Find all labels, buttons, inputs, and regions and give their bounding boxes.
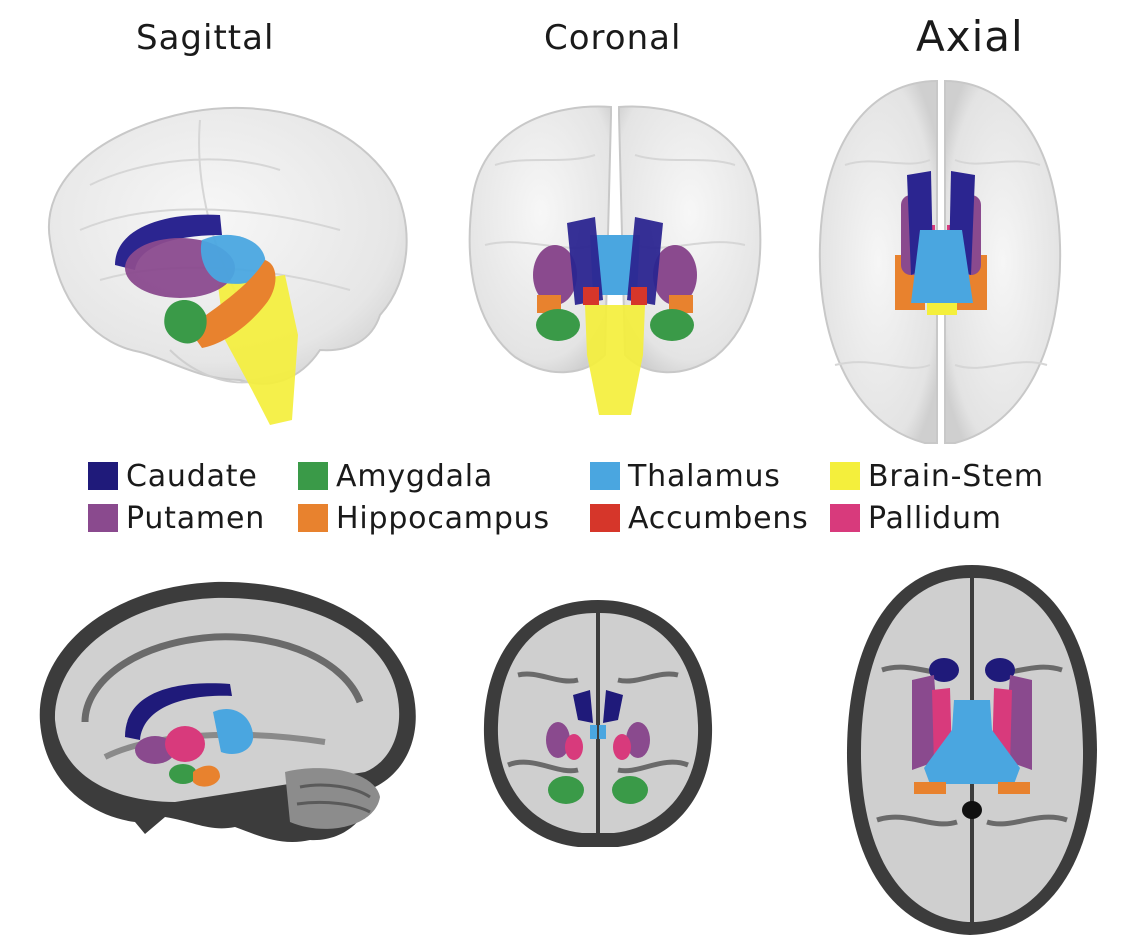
axial-title: Axial (916, 12, 1024, 61)
coronal-3d-brain (468, 105, 762, 415)
legend-label-hippocampus: Hippocampus (336, 500, 550, 536)
caudate-left-shape (573, 690, 593, 723)
sagittal-3d-brain (47, 106, 408, 425)
legend-label-caudate: Caudate (126, 458, 258, 494)
legend-label-putamen: Putamen (126, 500, 266, 536)
pallidum-right-shape (613, 734, 631, 760)
right-hemisphere (618, 105, 762, 374)
legend-item-accumbens: Accumbens (590, 498, 809, 538)
left-hemisphere (818, 79, 938, 444)
cerebellum (285, 768, 380, 829)
thalamus-shape (924, 700, 1020, 784)
sagittal-mri-slice (39, 581, 416, 843)
putamen-left-shape (546, 722, 570, 758)
amygdala-left-shape (548, 776, 584, 804)
caudate-left-shape (567, 217, 603, 305)
thalamus-shape (200, 234, 266, 284)
legend-swatch-brainstem (830, 462, 860, 490)
legend-swatch-putamen (88, 504, 118, 532)
legend-label-pallidum: Pallidum (868, 500, 1002, 536)
hippocampus-shape (188, 260, 276, 348)
caudate-right-shape (603, 690, 623, 723)
thalamus-left-shape (590, 725, 597, 739)
hippocampus-shape (193, 765, 220, 787)
legend-item-thalamus: Thalamus (590, 456, 781, 496)
amygdala-right-shape (612, 776, 648, 804)
legend-label-amygdala: Amygdala (336, 458, 494, 494)
legend-label-accumbens: Accumbens (628, 500, 809, 536)
coronal-mri-slice (483, 600, 713, 847)
putamen-left-shape (533, 245, 577, 305)
caudate-right-shape (985, 658, 1015, 682)
amygdala-shape (169, 764, 197, 784)
putamen-shape (135, 736, 175, 764)
hippocampus-right-shape (998, 782, 1030, 794)
thalamus-shape (213, 708, 254, 754)
legend-swatch-pallidum (830, 504, 860, 532)
caudate-shape (115, 214, 222, 270)
coronal-title: Coronal (544, 18, 682, 58)
pallidum-shape (165, 726, 205, 762)
legend-swatch-amygdala (298, 462, 328, 490)
amygdala-right-shape (650, 309, 694, 341)
hippocampus-left-shape (537, 295, 561, 313)
thalamus-shape (590, 235, 640, 295)
legend-item-brainstem: Brain-Stem (830, 456, 1044, 496)
caudate-right-shape (627, 217, 663, 305)
legend-swatch-thalamus (590, 462, 620, 490)
accumbens-right-shape (631, 287, 647, 305)
legend-label-thalamus: Thalamus (628, 458, 781, 494)
legend-item-putamen: Putamen (88, 498, 265, 538)
axial-3d-brain (818, 79, 1062, 444)
caudate-left-shape (929, 658, 959, 682)
legend-item-amygdala: Amygdala (298, 456, 493, 496)
legend-item-hippocampus: Hippocampus (298, 498, 550, 538)
putamen-right-shape (653, 245, 697, 305)
sagittal-title: Sagittal (136, 18, 275, 58)
thalamus-right-shape (599, 725, 606, 739)
legend-swatch-hippocampus (298, 504, 328, 532)
legend-swatch-caudate (88, 462, 118, 490)
legend: Caudate Amygdala Thalamus Brain-Stem Put… (88, 456, 1068, 540)
left-hemisphere (468, 105, 612, 374)
thalamus-shape (911, 230, 973, 303)
legend-swatch-accumbens (590, 504, 620, 532)
amygdala-left-shape (536, 309, 580, 341)
accumbens-left-shape (583, 287, 599, 305)
legend-item-pallidum: Pallidum (830, 498, 1002, 538)
legend-item-caudate: Caudate (88, 456, 258, 496)
amygdala-shape (164, 300, 207, 344)
pallidum-left-shape (565, 734, 583, 760)
axial-mri-slice (846, 565, 1097, 935)
ventricle (962, 801, 982, 819)
caudate-shape (125, 683, 232, 740)
hippocampus-left-shape (914, 782, 946, 794)
legend-label-brainstem: Brain-Stem (868, 458, 1044, 494)
right-hemisphere (944, 79, 1062, 444)
putamen-right-shape (626, 722, 650, 758)
hippocampus-right-shape (669, 295, 693, 313)
brainstem-shape (585, 305, 645, 415)
